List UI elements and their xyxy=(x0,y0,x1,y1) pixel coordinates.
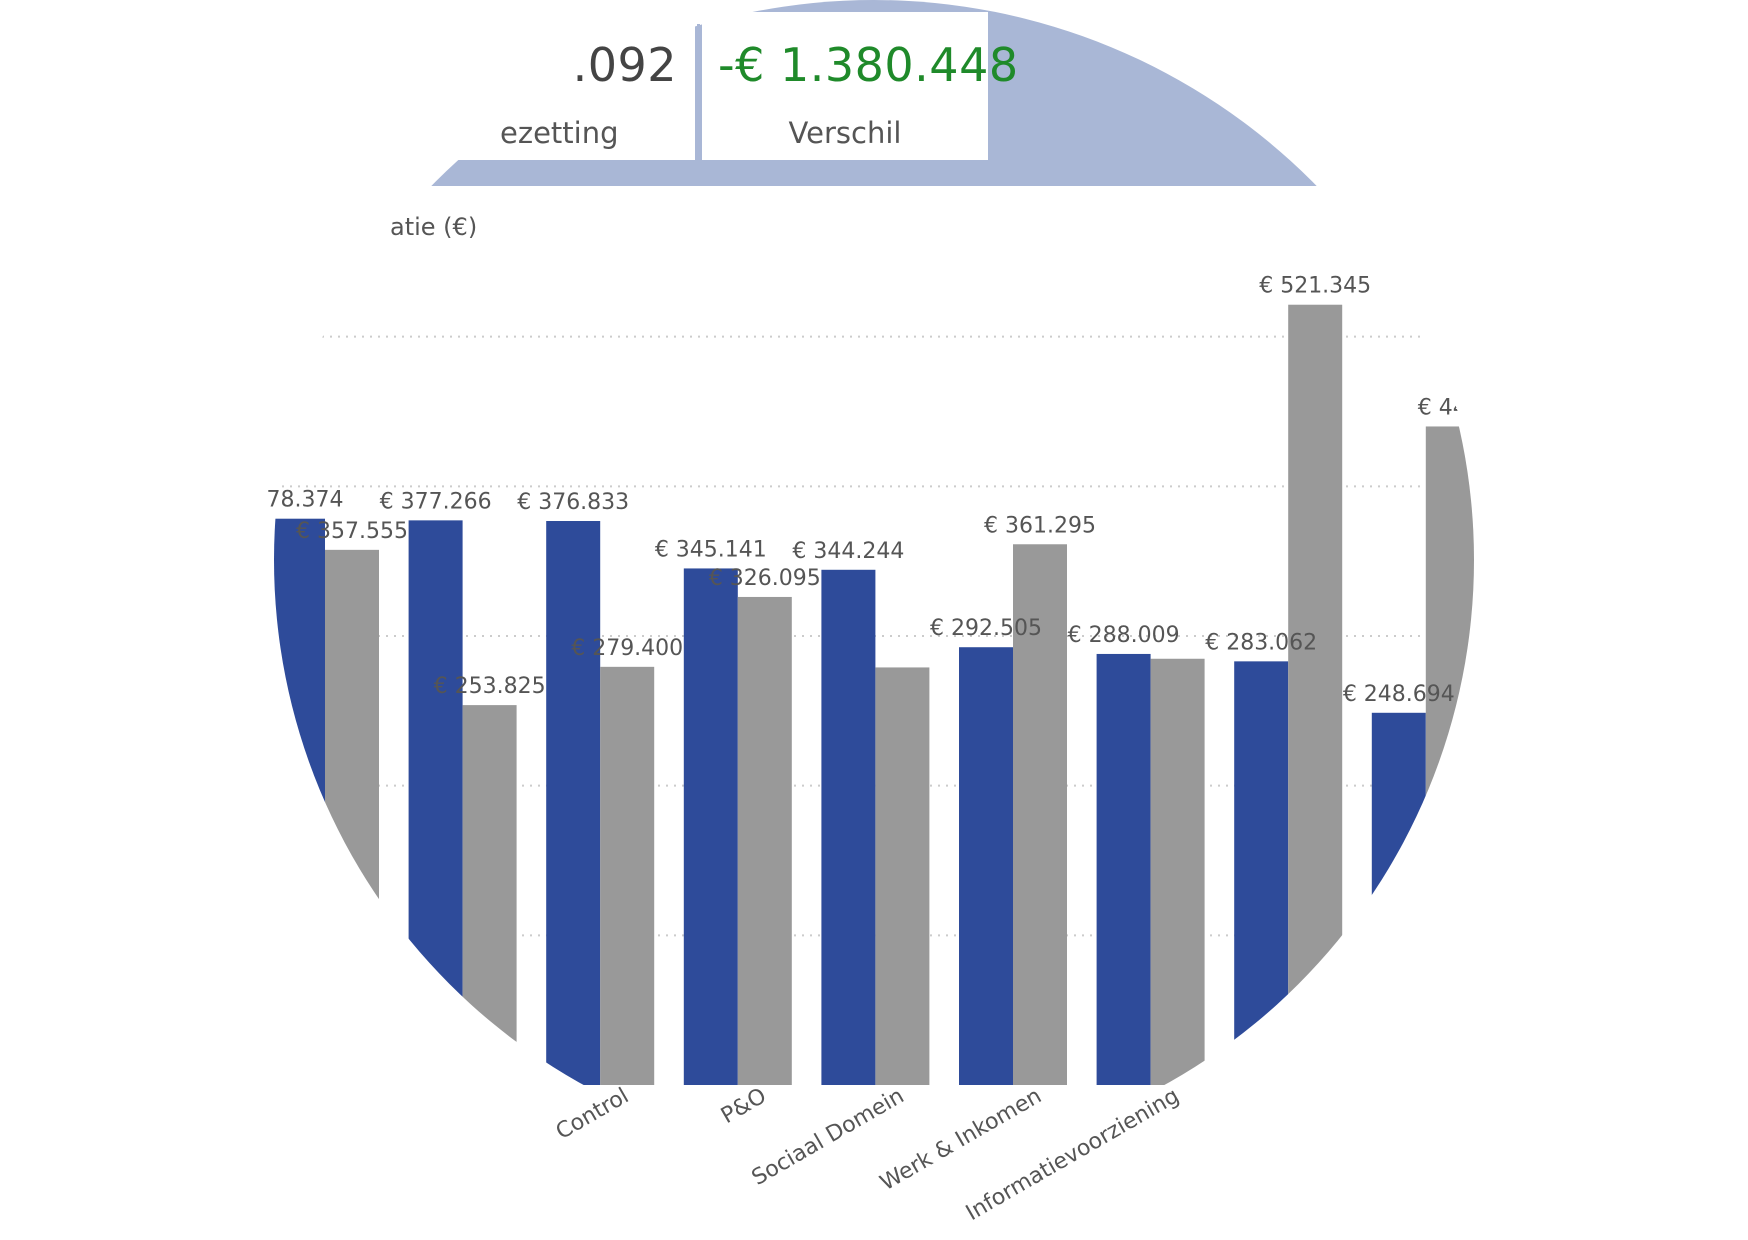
bar-chart: 378.374 € 377.266 € 376.833 € 345.141 € 344.… xyxy=(253,274,1488,1226)
bar-series-2[interactable] xyxy=(325,549,379,1085)
bar-series-2[interactable] xyxy=(1425,426,1480,1085)
kpi-divider xyxy=(697,24,700,160)
data-label: € 288.009 xyxy=(1068,623,1180,648)
bar-series-2[interactable] xyxy=(600,666,655,1085)
data-label: € 279.400 xyxy=(571,636,683,661)
data-label: € 376.833 xyxy=(517,490,629,515)
data-label: € 361.295 xyxy=(984,513,1096,538)
bar-series-1[interactable] xyxy=(1096,653,1151,1085)
data-label: € 345.141 xyxy=(655,537,767,562)
bar-series-2[interactable] xyxy=(1013,544,1067,1085)
kpi-label-verschil: Verschil xyxy=(788,116,902,150)
data-label: € 521.345 xyxy=(1259,274,1371,299)
data-label: € 357.555 xyxy=(296,519,408,544)
bar-series-1[interactable] xyxy=(546,521,601,1085)
kpi-card-verschil: -€ 1.380.448 Verschil xyxy=(702,12,1018,160)
bar-series-1[interactable] xyxy=(821,569,876,1085)
kpi-label-bezetting: ezetting xyxy=(500,116,619,150)
bar-series-1[interactable] xyxy=(1234,661,1289,1085)
category-label: Griffie xyxy=(1251,1084,1322,1139)
kpi-card-bezetting: .092 ezetting xyxy=(430,12,695,160)
data-label: € 440. xyxy=(1418,395,1488,420)
bar-series-1[interactable] xyxy=(959,647,1013,1085)
chart-title: atie (€) xyxy=(390,213,478,241)
bar-series-1[interactable] xyxy=(408,520,463,1085)
data-label: € 377.266 xyxy=(380,489,492,514)
kpi-value-bezetting: .092 xyxy=(572,38,677,92)
data-label: € 283.062 xyxy=(1205,630,1317,655)
bar-series-2[interactable] xyxy=(737,596,792,1085)
data-label: 378.374 xyxy=(253,488,344,513)
data-label: € 253.825 xyxy=(434,674,546,699)
data-label: € 326.095 xyxy=(709,566,821,591)
kpi-value-verschil: -€ 1.380.448 xyxy=(718,38,1019,92)
category-label: P&O xyxy=(717,1084,771,1130)
bar-series-2[interactable] xyxy=(1288,304,1343,1085)
bar-series-2[interactable] xyxy=(1150,658,1205,1085)
bar-series-1[interactable] xyxy=(271,518,325,1085)
data-label: € 344.244 xyxy=(792,539,904,564)
category-label: Control xyxy=(552,1084,633,1145)
bar-series-2[interactable] xyxy=(462,705,517,1085)
bar-series-2[interactable] xyxy=(875,667,930,1085)
data-label: € 248.694 xyxy=(1343,682,1455,707)
bar-series-1[interactable] xyxy=(683,568,738,1085)
bar-series-1[interactable] xyxy=(1371,712,1426,1085)
data-label: € 292.505 xyxy=(930,616,1042,641)
